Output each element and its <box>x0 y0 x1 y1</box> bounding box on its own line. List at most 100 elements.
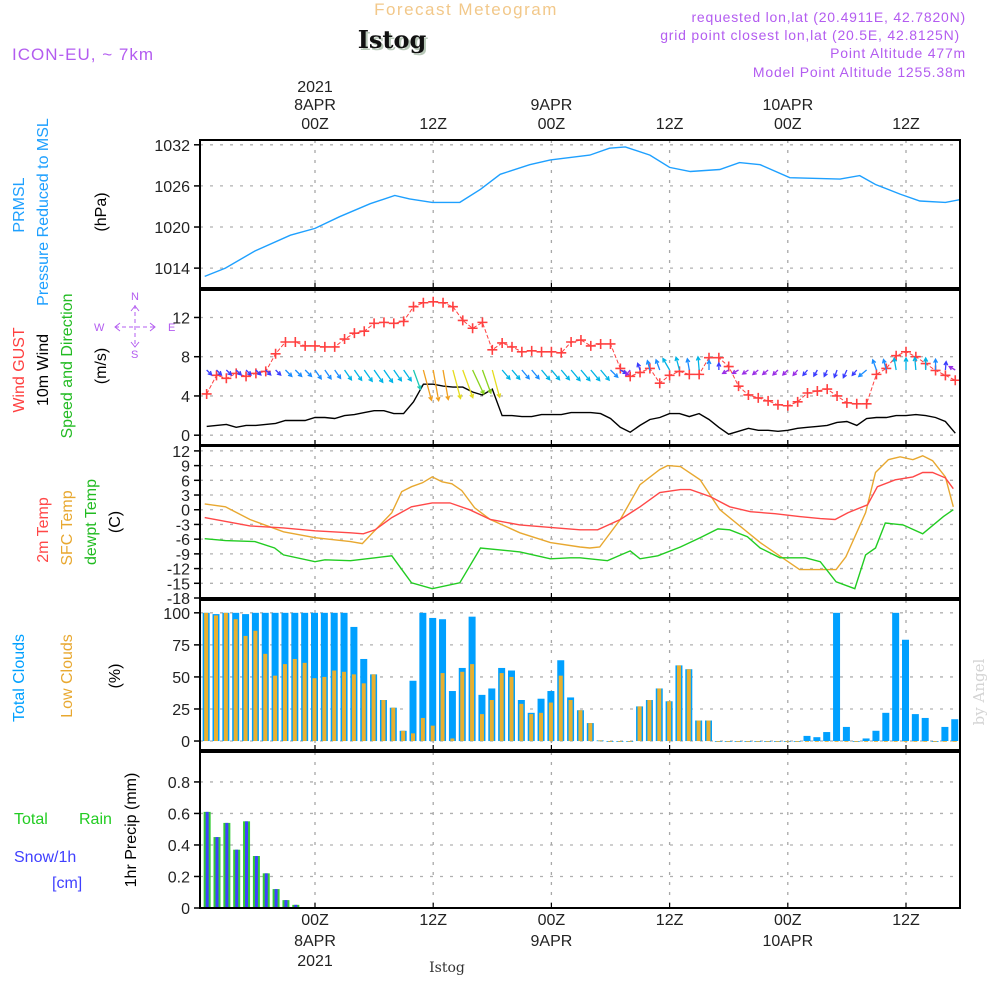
gust-marker <box>369 318 380 329</box>
total-cloud-bar <box>892 612 900 742</box>
wind-arrow-icon <box>324 369 332 380</box>
bottom-time-label: 12Z <box>892 912 920 929</box>
low-cloud-bar <box>637 706 642 742</box>
gust-marker <box>664 370 675 381</box>
grid-layer <box>200 140 960 908</box>
label-sfc-temp: SFC Temp <box>59 490 76 565</box>
gust-marker <box>438 297 449 308</box>
snow-bar <box>294 904 298 908</box>
bottom-time-label: 12Z <box>656 912 684 929</box>
low-cloud-bar <box>371 674 376 742</box>
compass-east: E <box>168 322 175 334</box>
low-cloud-bar <box>952 741 957 742</box>
requested-lonlat: requested lon,lat (20.4911E, 42.7820N) <box>691 9 966 25</box>
wind-arrow-icon <box>275 369 282 377</box>
wind-arrow-icon <box>772 369 779 376</box>
wind-arrow-icon <box>432 369 441 403</box>
gust-marker <box>851 398 862 409</box>
low-cloud-bar <box>844 741 849 742</box>
top-date-label: 9APR <box>531 97 573 114</box>
low-cloud-bar <box>479 714 484 742</box>
compass-icon: N S W E <box>94 291 175 361</box>
wind-arrow-icon <box>511 369 521 381</box>
gust-marker <box>378 317 389 328</box>
station-title-shadow: Istog <box>360 27 429 56</box>
wind-arrow-icon <box>314 369 322 380</box>
gust-marker <box>822 384 833 395</box>
wind-arrow-icon <box>781 369 789 376</box>
wind-arrow-icon <box>403 369 412 382</box>
low-cloud-bar <box>933 741 938 742</box>
low-cloud-bar <box>253 630 258 742</box>
gust-marker <box>605 338 616 349</box>
gust-marker <box>457 315 468 326</box>
low-cloud-bar <box>854 741 859 742</box>
gust-marker <box>861 398 872 409</box>
gust-marker <box>546 346 557 357</box>
low-cloud-bar <box>430 725 435 742</box>
axes-layer: 101410201026103204812129630-3-6-9-12-15-… <box>154 79 920 970</box>
gust-line <box>206 301 956 407</box>
bottom-time-label: 12Z <box>419 912 447 929</box>
low-cloud-bar <box>233 619 238 742</box>
gust-marker <box>447 301 458 312</box>
low-cloud-bar <box>834 741 839 742</box>
clouds-ytick-label: 75 <box>172 638 190 655</box>
gust-marker <box>812 386 823 397</box>
top-time-label: 00Z <box>301 116 329 133</box>
low-cloud-bar <box>795 741 800 742</box>
wind-arrow-icon <box>373 369 384 384</box>
wind-arrow-icon <box>225 369 233 376</box>
low-cloud-bar <box>716 741 721 742</box>
top-time-label: 12Z <box>892 116 920 133</box>
label-2m-temp: 2m Temp <box>35 497 52 563</box>
top-year-label: 2021 <box>297 79 333 96</box>
gust-marker <box>792 396 803 407</box>
label-pct: (%) <box>107 664 124 689</box>
pressure-panel-frame <box>199 139 961 289</box>
low-cloud-bar <box>647 700 652 742</box>
temp-ytick-label: 6 <box>181 473 190 490</box>
low-cloud-bar <box>923 741 928 742</box>
bottom-date-label: 9APR <box>531 933 573 950</box>
temp-ytick-label: -6 <box>176 532 190 549</box>
low-cloud-bar <box>499 673 504 742</box>
gust-marker <box>487 344 498 355</box>
gust-marker <box>733 381 744 392</box>
low-cloud-bar <box>292 658 297 742</box>
wind-arrow-icon <box>948 365 956 371</box>
gust-marker <box>241 371 252 382</box>
wind-arrow-icon <box>570 369 581 382</box>
low-cloud-bar <box>401 730 406 742</box>
gust-marker <box>221 373 232 384</box>
wind-arrow-icon <box>610 369 619 379</box>
gust-marker <box>290 336 301 347</box>
precip-ytick-label: 0.6 <box>168 806 190 823</box>
bottom-time-label: 00Z <box>774 912 802 929</box>
wind-arrow-icon <box>491 369 502 399</box>
wind-arrow-icon <box>255 369 262 376</box>
low-cloud-bar <box>676 665 681 742</box>
gust-marker <box>310 340 320 351</box>
clouds-ytick-label: 0 <box>181 734 190 751</box>
temp-ytick-label: -15 <box>167 576 190 593</box>
low-cloud-bar <box>608 741 612 742</box>
gust-marker <box>743 389 754 400</box>
wind-arrow-icon <box>792 369 799 377</box>
low-cloud-bar <box>814 741 819 742</box>
snow-bar <box>225 822 229 908</box>
compass-west: W <box>94 322 105 334</box>
wind-arrow-icon <box>344 369 353 381</box>
point-altitude: Point Altitude 477m <box>830 45 966 61</box>
total-cloud-bar <box>803 735 811 742</box>
gust-marker <box>398 316 409 327</box>
total-cloud-bar <box>872 730 880 742</box>
temp-ytick-label: -9 <box>176 547 190 564</box>
clouds-ytick-label: 100 <box>163 606 190 623</box>
wind-arrow-icon <box>216 369 223 376</box>
low-cloud-bar <box>617 741 622 742</box>
wind-arrow-icon <box>294 369 303 378</box>
wind-arrow-icon <box>851 369 858 377</box>
temp-ytick-label: -18 <box>167 591 190 608</box>
